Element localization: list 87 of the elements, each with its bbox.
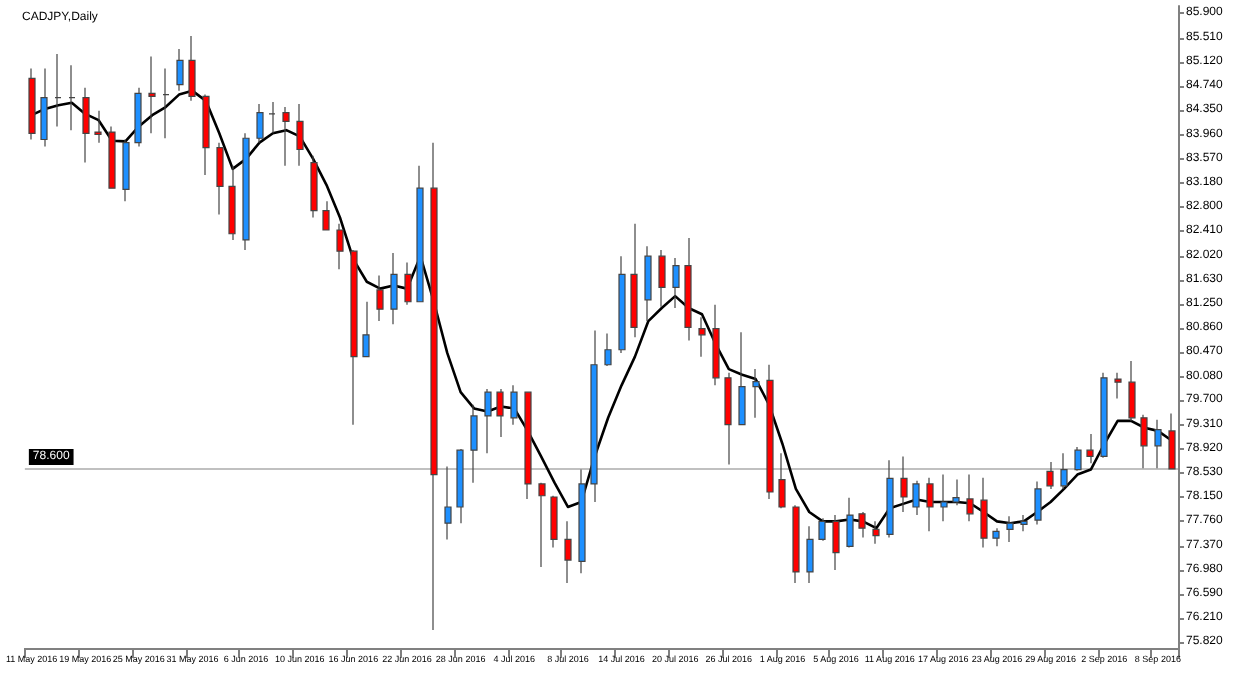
candlestick — [1128, 360, 1136, 422]
candlestick — [148, 55, 156, 134]
candlestick — [872, 520, 880, 545]
candlestick — [54, 53, 62, 128]
candlestick — [404, 261, 412, 306]
candlestick — [134, 87, 142, 147]
candlestick — [724, 372, 732, 466]
candlestick — [228, 165, 236, 241]
candlestick — [1006, 515, 1014, 543]
candlestick — [1114, 372, 1122, 400]
candlestick — [806, 525, 814, 584]
candlestick — [336, 223, 344, 270]
candlestick — [108, 125, 116, 189]
candlestick — [256, 103, 264, 144]
candlestick — [1020, 514, 1028, 532]
candlestick — [992, 527, 1000, 547]
candlestick — [940, 473, 948, 522]
candlestick — [268, 101, 276, 134]
candlestick — [28, 67, 36, 141]
line-series — [30, 89, 1173, 530]
candlestick — [900, 455, 908, 513]
candlestick — [444, 465, 452, 541]
candlestick — [40, 67, 48, 147]
candlestick — [578, 468, 586, 574]
candlestick — [604, 332, 612, 367]
candlestick — [1086, 433, 1094, 464]
candlestick — [162, 67, 170, 139]
candlestick — [590, 329, 598, 503]
candlestick — [416, 165, 424, 303]
candlestick — [176, 48, 184, 92]
candlestick — [846, 497, 854, 549]
candlestick — [538, 482, 546, 568]
candlestick — [242, 132, 250, 251]
candlestick — [496, 388, 504, 438]
candlestick — [778, 452, 786, 509]
candlestick — [510, 384, 518, 426]
candlestick — [82, 87, 90, 164]
candlestick — [912, 480, 920, 516]
candlestick — [1140, 414, 1148, 469]
candlestick — [1168, 412, 1176, 470]
candlestick — [484, 388, 492, 454]
candlestick — [926, 477, 934, 532]
candlestick — [952, 478, 960, 506]
candlestick — [282, 106, 290, 167]
candlestick — [68, 64, 76, 131]
candlestick — [390, 252, 398, 325]
candlestick — [738, 331, 746, 426]
candlestick — [322, 200, 330, 231]
candlestick — [1046, 461, 1054, 490]
candlestick — [564, 520, 572, 584]
candlestick — [644, 245, 652, 322]
candlestick — [858, 511, 866, 539]
candlestick — [362, 301, 370, 358]
candlestick — [1074, 446, 1082, 472]
candlestick — [1100, 372, 1108, 459]
candlestick — [966, 473, 974, 522]
candlestick — [94, 110, 102, 144]
candlestick — [618, 255, 626, 354]
candlestick — [1060, 452, 1068, 490]
candlestick — [524, 391, 532, 500]
candlestick — [310, 155, 318, 219]
candlestick — [122, 138, 130, 202]
candlestick — [1034, 480, 1042, 526]
candlestick — [886, 459, 894, 539]
candlestick — [216, 142, 224, 215]
candlestick — [818, 517, 826, 542]
candlestick — [658, 249, 666, 308]
candlestick — [752, 368, 760, 419]
candlestick — [430, 142, 438, 631]
candlestick — [350, 249, 358, 426]
candlestick — [550, 495, 558, 549]
candlestick — [1154, 419, 1162, 469]
candlestick — [712, 304, 720, 386]
candlestick — [832, 514, 840, 571]
candlestick — [698, 316, 706, 358]
candlestick — [202, 93, 210, 176]
candlestick — [630, 223, 638, 338]
candlestick — [672, 257, 680, 309]
candlestick — [980, 477, 988, 549]
candlestick — [376, 274, 384, 322]
candlestick — [456, 448, 464, 524]
candlestick — [684, 237, 692, 342]
candlestick — [766, 364, 774, 500]
candlestick — [296, 103, 304, 167]
candlestick — [792, 504, 800, 584]
candlestick — [470, 404, 478, 484]
candlestick — [188, 35, 196, 102]
